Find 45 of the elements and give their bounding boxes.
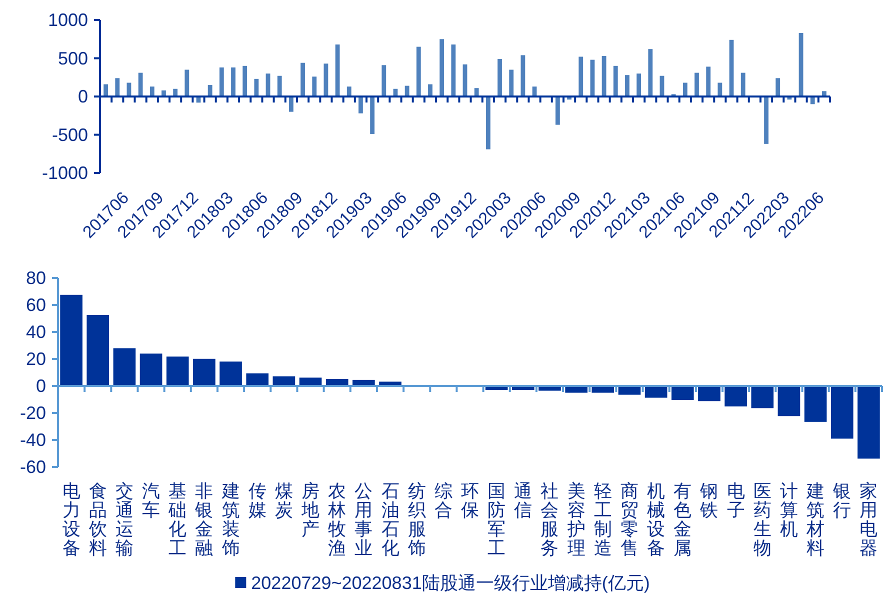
y-tick-label: -1000 (42, 163, 88, 183)
y-tick-label: 80 (26, 268, 46, 288)
x-tick-label: 传媒 (248, 481, 266, 520)
x-tick-label: 轻工制造 (594, 481, 612, 558)
y-tick-label: 500 (58, 48, 88, 68)
y-tick-label: 60 (26, 295, 46, 315)
legend: 20220729~20220831陆股通一级行业增减持(亿元) (235, 573, 650, 593)
x-tick-label: 商贸零售 (620, 481, 638, 558)
x-tick-label: 家用电器 (860, 481, 878, 558)
y-tick-label: 0 (36, 376, 46, 396)
y-tick-label: 20 (26, 349, 46, 369)
x-tick-label: 交通运输 (115, 481, 134, 558)
x-tick-label: 房地产 (300, 481, 320, 539)
x-tick-label: 食品饮料 (88, 481, 107, 558)
x-tick-label: 建筑装饰 (220, 481, 240, 558)
x-tick-label: 钢铁 (699, 481, 718, 520)
x-tick-label: 计算机 (780, 481, 798, 539)
y-tick-label: -40 (20, 430, 46, 450)
x-tick-label: 石油石化 (381, 481, 400, 558)
y-tick-label: -60 (20, 457, 46, 477)
y-tick-label: -20 (20, 403, 46, 423)
y-tick-label: 0 (78, 86, 88, 106)
x-tick-label: 基础化工 (168, 481, 187, 558)
x-tick-label: 国防军工 (488, 481, 506, 558)
x-tick-label: 美容护理 (566, 481, 586, 558)
x-tick-label: 银行 (832, 481, 852, 520)
x-tick-label: 农林牧渔 (327, 481, 346, 558)
x-tick-label: 非银金融 (194, 481, 214, 558)
x-tick-label: 环保 (461, 481, 479, 520)
x-tick-label: 建筑材料 (806, 481, 825, 558)
y-tick-label: 1000 (48, 10, 88, 30)
x-tick-label: 综合 (434, 481, 452, 520)
x-tick-label: 医药生物 (753, 481, 772, 558)
x-tick-label: 煤炭 (274, 481, 293, 520)
x-tick-label: 纺织服饰 (406, 481, 426, 558)
y-tick-label: -500 (52, 124, 88, 145)
x-tick-label: 汽车 (142, 481, 160, 520)
x-tick-label: 电子 (726, 481, 745, 520)
x-tick-label: 社会服务 (540, 481, 559, 558)
x-tick-label: 通信 (514, 481, 532, 520)
y-tick-label: 40 (26, 322, 46, 342)
x-tick-label: 公用事业 (354, 481, 373, 558)
x-tick-label: 有色金属 (674, 481, 692, 558)
x-tick-label: 机械设备 (647, 481, 666, 558)
x-tick-label: 电力设备 (62, 481, 80, 558)
